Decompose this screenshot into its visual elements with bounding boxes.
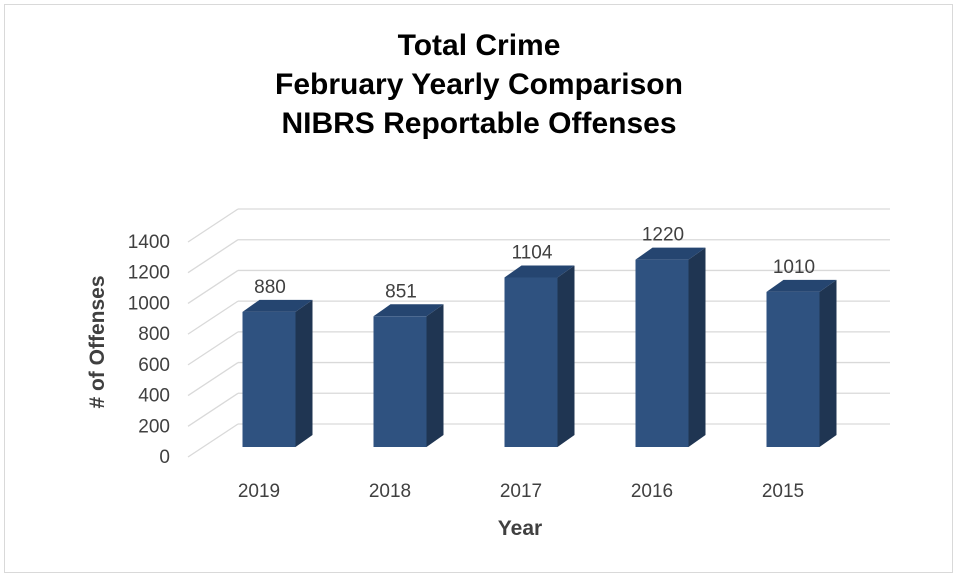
y-tick-label: 200 — [138, 416, 170, 437]
data-label: 851 — [385, 281, 417, 302]
data-label: 1220 — [642, 225, 684, 246]
bar-2016 — [636, 248, 706, 447]
gridline-diagonal — [188, 270, 238, 303]
y-axis-title: # of Offenses — [86, 275, 109, 408]
x-axis-categories: 2019 2018 2017 2016 2015 — [238, 481, 804, 502]
gridline-diagonal — [188, 424, 238, 457]
y-tick-label: 0 — [159, 447, 170, 468]
gridline-diagonal — [188, 332, 238, 365]
y-axis-ticks: 0 200 400 600 800 1000 1200 1400 — [128, 232, 170, 468]
bar-front — [636, 260, 689, 447]
gridline-diagonal — [188, 363, 238, 396]
bar-front — [243, 312, 296, 447]
gridline-diagonal — [188, 240, 238, 273]
y-tick-label: 1200 — [128, 263, 170, 284]
y-tick-label: 1400 — [128, 232, 170, 253]
bar-2015 — [767, 280, 837, 447]
gridline-diagonal — [188, 393, 238, 426]
bar-2017 — [505, 265, 575, 447]
bar-front — [505, 277, 558, 447]
bar-side — [689, 248, 706, 447]
y-tick-label: 800 — [138, 324, 170, 345]
bar-front — [374, 316, 427, 447]
gridline-diagonal — [188, 301, 238, 334]
data-label: 1104 — [512, 242, 553, 263]
y-tick-label: 1000 — [128, 293, 170, 314]
bar-side — [427, 304, 444, 447]
bars — [243, 248, 837, 447]
y-tick-label: 600 — [138, 355, 170, 376]
bar-front — [767, 292, 820, 447]
x-tick-label: 2019 — [238, 481, 280, 502]
gridline-diagonal — [188, 209, 238, 242]
bar-2019 — [243, 300, 313, 447]
y-tick-label: 400 — [138, 386, 170, 407]
bar-side — [558, 265, 575, 447]
x-tick-label: 2015 — [762, 481, 804, 502]
data-label: 880 — [254, 277, 286, 298]
x-tick-label: 2016 — [631, 481, 673, 502]
x-tick-label: 2018 — [369, 481, 411, 502]
bar-side — [296, 300, 313, 447]
data-label: 1010 — [773, 257, 815, 278]
x-axis-title: Year — [498, 517, 542, 540]
bar-2018 — [374, 304, 444, 447]
bar-side — [820, 280, 837, 447]
x-tick-label: 2017 — [500, 481, 542, 502]
